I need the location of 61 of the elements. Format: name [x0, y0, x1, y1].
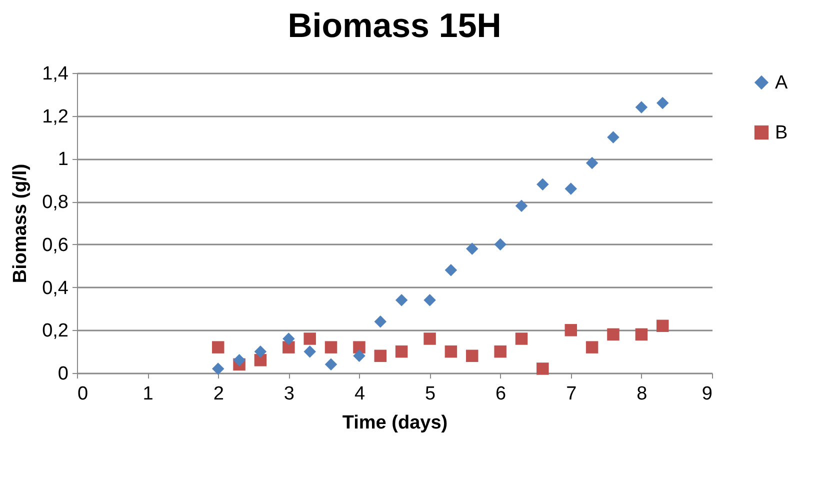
point — [233, 354, 246, 366]
x-tick-label: 7 — [566, 384, 577, 404]
x-tick-label: 0 — [78, 384, 88, 404]
point — [466, 242, 478, 255]
point — [353, 350, 366, 362]
point — [635, 328, 648, 341]
point — [494, 238, 506, 251]
point — [607, 328, 620, 341]
point — [444, 345, 458, 358]
point — [395, 294, 408, 306]
x-tick-label: 5 — [424, 384, 436, 404]
point — [254, 354, 267, 366]
point — [212, 341, 224, 354]
point — [424, 332, 436, 345]
point — [586, 156, 598, 170]
point — [282, 332, 295, 345]
point — [254, 345, 267, 358]
point — [656, 96, 669, 110]
y-tick-label: 1,4 — [42, 64, 69, 84]
y-tick-label: 0,8 — [42, 192, 68, 214]
x-tick-label: 6 — [496, 384, 506, 404]
point — [515, 332, 528, 345]
x-tick-label: 2 — [213, 384, 224, 404]
point — [536, 178, 549, 191]
point — [564, 182, 578, 195]
y-tick-label: 0 — [58, 364, 68, 384]
point — [494, 345, 506, 358]
point — [374, 315, 387, 328]
point — [353, 341, 366, 354]
point — [324, 358, 338, 371]
x-tick-label: 3 — [284, 384, 294, 404]
point — [444, 264, 458, 276]
point — [304, 345, 316, 358]
legend-label: A — [775, 72, 788, 94]
point — [395, 345, 408, 358]
point — [374, 350, 387, 362]
point — [656, 320, 669, 332]
point — [324, 341, 338, 354]
x-axis-title: Time (days) — [342, 412, 448, 434]
y-tick-label: 1,2 — [42, 106, 68, 128]
point — [607, 131, 620, 144]
point — [466, 350, 478, 362]
point — [304, 332, 316, 345]
y-tick-label: 1 — [58, 149, 68, 170]
y-tick-label: 0,6 — [42, 234, 68, 256]
point — [212, 362, 224, 375]
chart-title: Biomass 15H — [288, 7, 502, 45]
point — [515, 200, 528, 212]
point — [536, 362, 549, 375]
point — [635, 101, 648, 114]
legend-label: B — [775, 122, 788, 144]
x-tick-label: 8 — [636, 384, 648, 404]
point — [424, 294, 436, 306]
y-tick-label: 0,4 — [42, 278, 69, 299]
point — [586, 341, 598, 354]
x-tick-label: 9 — [702, 384, 712, 404]
point — [564, 324, 578, 336]
x-tick-label: 1 — [142, 384, 154, 404]
x-tick-label: 4 — [354, 384, 366, 404]
y-axis-title: Biomass (g/l) — [10, 164, 32, 284]
y-tick-label: 0,2 — [42, 320, 68, 342]
